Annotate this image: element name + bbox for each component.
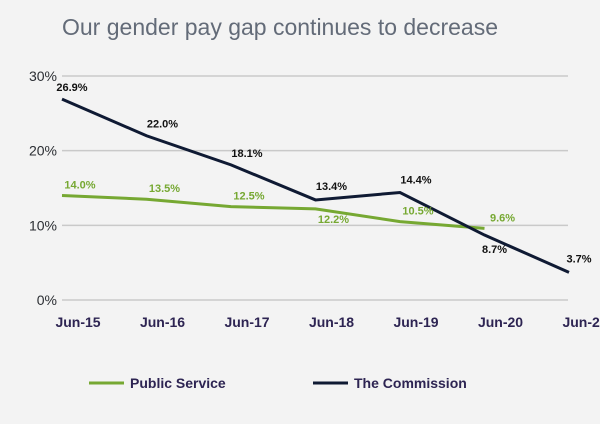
legend-label-public-service: Public Service (130, 375, 226, 391)
public-service-data-label: 12.2% (318, 214, 349, 226)
chart-title: Our gender pay gap continues to decrease (62, 14, 499, 40)
the-commission-data-label: 3.7% (566, 253, 591, 265)
the-commission-line (61, 97, 570, 274)
x-tick-label: Jun-19 (393, 314, 438, 330)
x-tick-label: Jun-21 (562, 314, 600, 330)
x-tick-label: Jun-18 (309, 314, 354, 330)
x-tick-label: Jun-16 (140, 314, 185, 330)
the-commission-data-label: 26.9% (56, 82, 87, 94)
the-commission-data-label: 13.4% (316, 181, 347, 193)
x-tick-label: Jun-20 (478, 314, 523, 330)
public-service-data-label: 14.0% (64, 179, 95, 191)
y-tick-label: 10% (29, 217, 57, 233)
public-service-data-label: 12.5% (233, 191, 264, 203)
public-service-data-label: 9.6% (490, 212, 515, 224)
public-service-data-label: 10.5% (402, 206, 433, 218)
the-commission-data-label: 22.0% (147, 119, 178, 131)
the-commission-data-label: 14.4% (400, 174, 431, 186)
x-tick-label: Jun-15 (55, 314, 100, 330)
x-tick-label: Jun-17 (224, 314, 269, 330)
the-commission-data-label: 18.1% (231, 148, 262, 160)
the-commission-data-label: 8.7% (482, 244, 507, 256)
public-service-data-label: 13.5% (149, 183, 180, 195)
public-service-line (61, 193, 485, 230)
legend-label-the-commission: The Commission (354, 375, 467, 391)
y-tick-label: 20% (29, 143, 57, 159)
y-tick-label: 30% (29, 68, 57, 84)
y-tick-label: 0% (37, 292, 57, 308)
